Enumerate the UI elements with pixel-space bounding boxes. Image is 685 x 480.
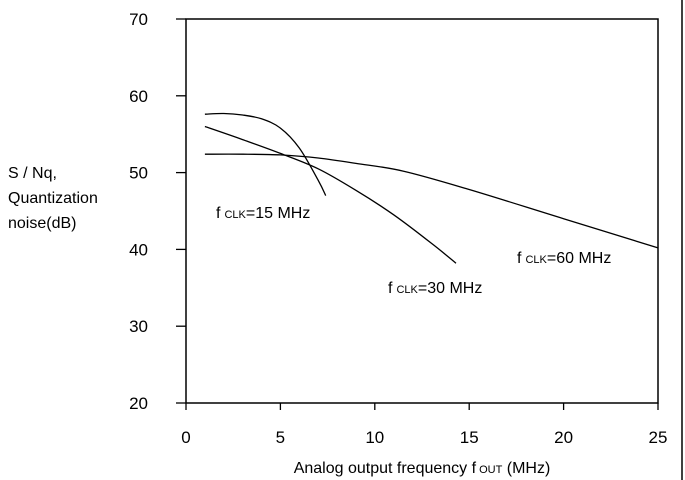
series-line-15mhz <box>204 112 327 196</box>
x-tick-label-15: 15 <box>460 428 479 447</box>
y-tick-label-70: 70 <box>129 10 148 29</box>
series-label-15mhz: f CLK=15 MHz <box>216 205 310 222</box>
series-label-15mhz-f: f <box>216 205 221 222</box>
x-tick-label-25: 25 <box>649 428 668 447</box>
series-label-15mhz-rest: =15 MHz <box>246 205 310 222</box>
y-axis-label-line-3: noise(dB) <box>8 215 76 232</box>
x-tick-label-10: 10 <box>365 428 384 447</box>
y-axis-ticks: 20 30 40 50 60 70 <box>129 10 186 413</box>
x-tick-label-0: 0 <box>181 428 190 447</box>
series-label-30mhz: f CLK=30 MHz <box>388 280 482 297</box>
y-tick-label-30: 30 <box>129 317 148 336</box>
x-tick-label-20: 20 <box>554 428 573 447</box>
series-label-60mhz-f: f <box>517 250 522 267</box>
x-axis-ticks: 0 5 10 15 20 25 <box>181 403 667 447</box>
series-label-30mhz-sub: CLK <box>396 284 418 296</box>
series-label-60mhz-sub: CLK <box>525 254 547 266</box>
x-axis-label: Analog output frequency f OUT (MHz) <box>294 460 551 477</box>
x-axis-label-unit: (MHz) <box>502 460 550 477</box>
x-tick-label-5: 5 <box>276 428 285 447</box>
series-line-30mhz <box>204 125 457 264</box>
plot-frame <box>185 18 659 404</box>
series-label-30mhz-f: f <box>388 280 393 297</box>
x-axis-label-main: Analog output frequency f <box>294 460 477 477</box>
series-label-15mhz-sub: CLK <box>224 209 246 221</box>
y-tick-label-40: 40 <box>129 240 148 259</box>
x-axis-label-sub: OUT <box>479 464 503 476</box>
series-line-60mhz <box>204 153 659 249</box>
y-axis-label-line-1: S / Nq, <box>8 165 57 182</box>
y-tick-label-20: 20 <box>129 394 148 413</box>
series-lines <box>204 112 659 264</box>
y-axis-label-line-2: Quantization <box>8 190 98 207</box>
series-label-60mhz: f CLK=60 MHz <box>517 250 611 267</box>
y-tick-label-60: 60 <box>129 87 148 106</box>
series-label-30mhz-rest: =30 MHz <box>418 280 482 297</box>
series-label-60mhz-rest: =60 MHz <box>547 250 611 267</box>
y-tick-label-50: 50 <box>129 164 148 183</box>
